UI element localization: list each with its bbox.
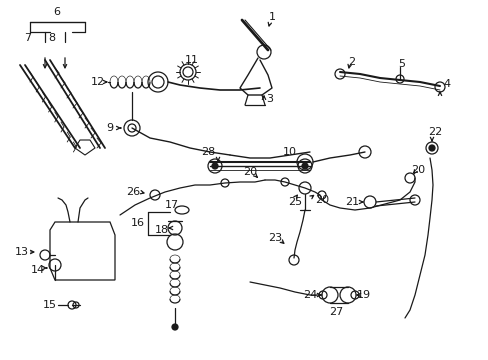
Text: 4: 4 xyxy=(443,79,449,89)
Text: 11: 11 xyxy=(184,55,199,65)
Text: 12: 12 xyxy=(91,77,105,87)
Text: 17: 17 xyxy=(164,200,179,210)
Text: 24: 24 xyxy=(302,290,317,300)
Text: 26: 26 xyxy=(126,187,140,197)
Text: 10: 10 xyxy=(283,147,296,157)
Text: 20: 20 xyxy=(243,167,257,177)
Circle shape xyxy=(212,163,218,169)
Text: 22: 22 xyxy=(427,127,441,137)
Circle shape xyxy=(302,163,307,169)
Circle shape xyxy=(428,145,434,151)
Text: 21: 21 xyxy=(344,197,358,207)
Text: 8: 8 xyxy=(48,33,56,43)
Text: 15: 15 xyxy=(43,300,57,310)
Text: 7: 7 xyxy=(24,33,32,43)
Circle shape xyxy=(172,324,178,330)
Text: 23: 23 xyxy=(267,233,282,243)
Text: 27: 27 xyxy=(328,307,343,317)
Text: 9: 9 xyxy=(106,123,113,133)
Text: 3: 3 xyxy=(266,94,273,104)
Text: 13: 13 xyxy=(15,247,29,257)
Text: 25: 25 xyxy=(287,197,302,207)
Text: 18: 18 xyxy=(155,225,169,235)
Text: 14: 14 xyxy=(31,265,45,275)
Text: 20: 20 xyxy=(410,165,424,175)
Text: 5: 5 xyxy=(398,59,405,69)
Text: 1: 1 xyxy=(268,12,275,22)
Text: 19: 19 xyxy=(356,290,370,300)
Text: 20: 20 xyxy=(314,195,328,205)
Text: 16: 16 xyxy=(131,218,145,228)
Text: 28: 28 xyxy=(201,147,215,157)
Text: 6: 6 xyxy=(53,7,61,17)
Text: 2: 2 xyxy=(348,57,355,67)
